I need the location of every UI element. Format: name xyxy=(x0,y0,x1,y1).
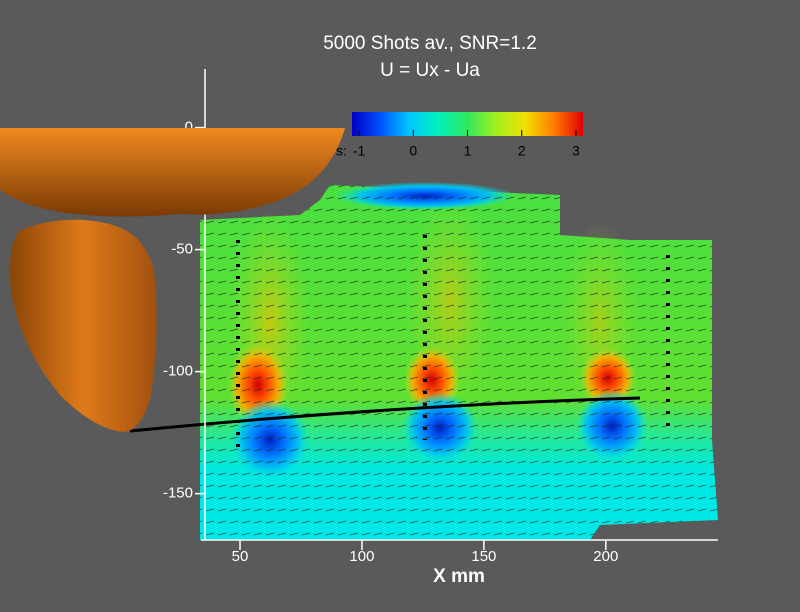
flow-field xyxy=(129,182,718,540)
y-tick-label: -150 xyxy=(163,485,193,502)
colorbar-label: s: xyxy=(336,143,347,159)
x-tick-label: 100 xyxy=(349,548,374,565)
x-tick-label: 200 xyxy=(593,548,618,565)
x-tick-label: 150 xyxy=(471,548,496,565)
x-axis-label: X mm xyxy=(433,566,485,587)
x-tick-label: 50 xyxy=(232,548,249,565)
y-tick-label: 0 xyxy=(185,119,193,136)
chart-subtitle: U = Ux - Ua xyxy=(380,60,480,81)
colorbar-tick-label: 0 xyxy=(409,143,417,159)
colorbar-tick-label: 3 xyxy=(572,143,580,159)
y-tick-label: -100 xyxy=(163,363,193,380)
colorbar-tick-label: 2 xyxy=(518,143,526,159)
colorbar-tick-label: -1 xyxy=(353,143,366,159)
colorbar-tick-label: 1 xyxy=(464,143,472,159)
chart-title: 5000 Shots av., SNR=1.2 xyxy=(323,33,537,54)
y-tick-label: -50 xyxy=(171,241,193,258)
propeller xyxy=(0,128,345,432)
